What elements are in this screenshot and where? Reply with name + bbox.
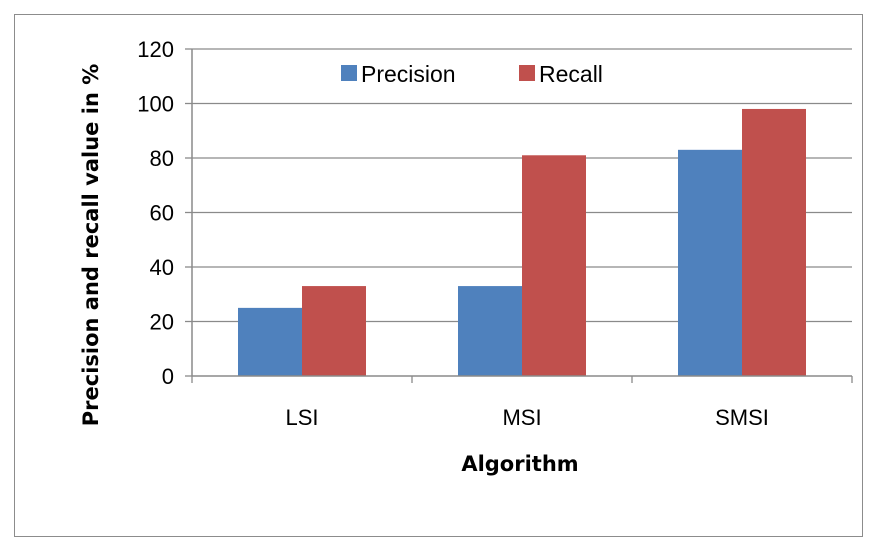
bar-recall-lsi [302,286,366,376]
legend-swatch-recall [519,65,535,81]
legend: Precision Recall [341,61,603,87]
x-tick-label: SMSI [715,405,769,430]
y-tick-label: 60 [150,201,174,226]
bar-precision-msi [458,286,522,376]
x-tick-label: LSI [285,405,318,430]
y-tick-label: 80 [150,146,174,171]
x-tick-label: MSI [502,405,541,430]
bar-precision-lsi [238,307,302,376]
y-axis-title: Precision and recall value in % [79,64,103,426]
y-tick-label: 100 [137,92,174,117]
bar-recall-msi [522,155,586,376]
y-tick-label: 0 [162,364,174,389]
tick-labels: 0 20 40 60 80 100 120 LSI MSI SMSI [137,37,769,430]
y-tick-label: 40 [150,255,174,280]
legend-label-precision: Precision [361,61,456,87]
bars [238,108,806,376]
axes [185,48,853,383]
y-tick-label: 120 [137,37,174,62]
legend-label-recall: Recall [539,61,603,87]
legend-swatch-precision [341,65,357,81]
x-axis-title: Algorithm [461,452,578,476]
bar-recall-smsi [742,108,806,376]
y-tick-label: 20 [150,310,174,335]
bar-precision-smsi [678,149,742,376]
